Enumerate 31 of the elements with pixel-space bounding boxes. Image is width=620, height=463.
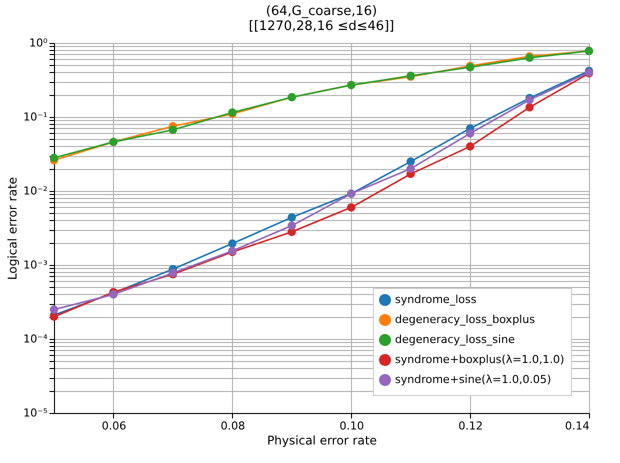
y-tick-label: 10⁻² — [23, 184, 48, 198]
x-tick-label: 0.06 — [102, 420, 126, 432]
point — [288, 221, 296, 230]
point — [466, 142, 474, 151]
y-tick-label: 10⁻⁵ — [23, 406, 48, 420]
legend-label: degeneracy_loss_sine — [395, 333, 516, 346]
point — [50, 154, 58, 162]
point — [50, 305, 58, 314]
point — [347, 203, 356, 212]
legend-label: syndrome+sine(λ=1.0,0.05) — [395, 373, 552, 386]
point — [168, 126, 178, 134]
y-tick-label: 10⁻⁴ — [23, 332, 48, 346]
point — [228, 239, 237, 248]
legend-label: degeneracy_loss_boxplus — [395, 313, 536, 326]
y-tick-label: 10⁻¹ — [23, 110, 48, 124]
point — [288, 213, 296, 222]
x-axis-title: Physical error rate — [267, 434, 377, 448]
y-tick-label: 10⁰ — [29, 36, 48, 50]
legend-label: syndrome_loss — [395, 293, 477, 306]
point — [406, 157, 415, 166]
x-tick-label: 0.10 — [339, 420, 364, 432]
y-tick-label: 10⁻³ — [23, 258, 48, 272]
x-tick-label: 0.12 — [458, 420, 483, 432]
y-axis-title: Logical error rate — [5, 176, 20, 280]
chart-title: (64,G_coarse,16) [[1270,28,16 ≤d≤46]] — [248, 4, 394, 34]
x-tick-label: 0.08 — [220, 420, 246, 432]
point — [406, 164, 415, 173]
x-tick-label: 0.14 — [565, 420, 590, 432]
legend-label: syndrome+boxplus(λ=1.0,1.0) — [395, 353, 564, 366]
point — [525, 103, 534, 112]
point — [466, 129, 474, 138]
